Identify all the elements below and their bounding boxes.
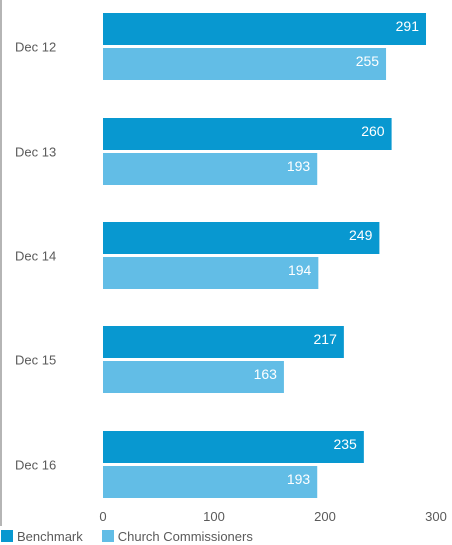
- legend-swatch-church-commissioners: [101, 530, 114, 542]
- category-label: Dec 12: [15, 40, 56, 55]
- x-tick-label: 0: [99, 509, 106, 524]
- legend-swatch-benchmark: [1, 530, 13, 542]
- legend-item-benchmark: Benchmark: [0, 529, 83, 544]
- data-label: 193: [287, 471, 311, 487]
- data-label: 193: [287, 158, 311, 174]
- legend-label-church-commissioners: Church Commissioners: [117, 528, 253, 544]
- data-label: 217: [314, 331, 338, 347]
- data-label: 260: [361, 123, 385, 139]
- category-label: Dec 16: [15, 458, 56, 473]
- x-tick-label: 300: [425, 509, 447, 524]
- bar-benchmark: [103, 222, 380, 254]
- category-label: Dec 14: [15, 249, 56, 264]
- bar-benchmark: [103, 326, 344, 358]
- left-axis-line: [0, 0, 2, 526]
- x-tick-label: 100: [203, 509, 225, 524]
- legend-label-benchmark: Benchmark: [17, 528, 83, 544]
- legend-item-church-commissioners: Church Commissioners: [101, 529, 253, 544]
- category-label: Dec 15: [15, 353, 56, 368]
- bar-benchmark: [103, 431, 364, 463]
- bar-church-commissioners: [103, 466, 318, 498]
- data-label: 163: [254, 366, 278, 382]
- data-label: 255: [356, 53, 380, 69]
- bar-church-commissioners: [103, 361, 284, 393]
- bar-church-commissioners: [103, 257, 319, 289]
- data-label: 194: [288, 262, 312, 278]
- bar-church-commissioners: [103, 48, 387, 80]
- legend: Benchmark Church Commissioners: [0, 527, 271, 545]
- bar-benchmark: [103, 13, 427, 45]
- data-label: 249: [349, 227, 373, 243]
- data-label: 235: [333, 436, 357, 452]
- data-label: 291: [396, 18, 420, 34]
- bar-church-commissioners: [103, 153, 318, 185]
- category-label: Dec 13: [15, 145, 56, 160]
- bar-benchmark: [103, 118, 392, 150]
- x-tick-label: 200: [314, 509, 336, 524]
